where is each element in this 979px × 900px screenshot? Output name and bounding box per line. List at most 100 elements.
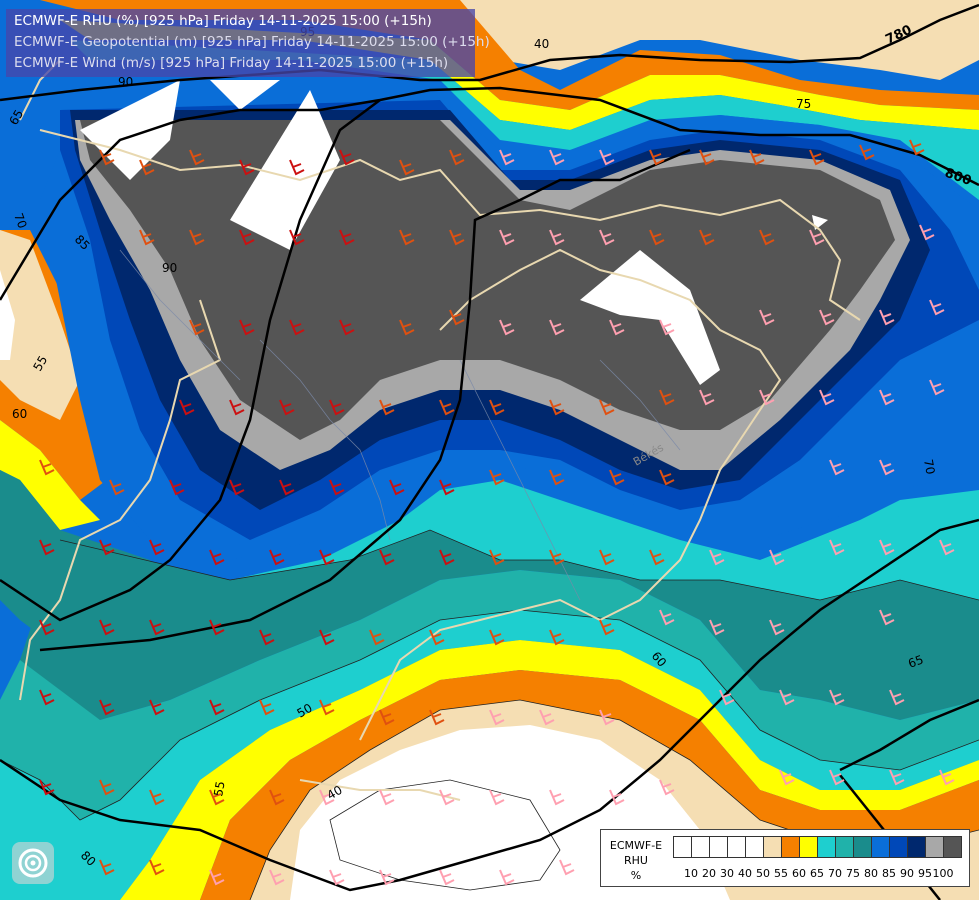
wind-barb	[439, 549, 455, 566]
wind-barb	[879, 459, 895, 476]
wind-barb	[439, 869, 455, 886]
wind-barb	[269, 869, 285, 886]
wind-barb	[139, 229, 155, 246]
wind-barb	[939, 539, 955, 556]
wind-barb	[439, 399, 455, 416]
geopotential-line-5	[0, 518, 979, 892]
wind-barb	[379, 549, 395, 566]
wind-barb	[229, 399, 245, 416]
wind-barb	[229, 479, 245, 496]
legend-tick-label: 30	[720, 867, 734, 880]
wind-barb	[599, 229, 615, 246]
wind-barb	[139, 159, 155, 176]
rhu-label-70-right: 70	[921, 458, 937, 475]
wind-barb	[99, 779, 115, 796]
wind-barb	[189, 149, 205, 166]
wind-barb	[149, 539, 165, 556]
wind-barb	[99, 699, 115, 716]
wind-barb	[889, 689, 905, 706]
wind-barb	[939, 769, 955, 786]
wind-barb	[289, 319, 305, 336]
rhu-label-40-bottom: 40	[325, 783, 345, 803]
wind-barb	[609, 319, 625, 336]
wind-barb	[189, 229, 205, 246]
wind-barb	[39, 779, 55, 796]
wind-barb	[709, 549, 725, 566]
wind-barb	[769, 549, 785, 566]
wind-barb	[819, 389, 835, 406]
legend-swatch	[781, 836, 800, 858]
wind-barb	[439, 479, 455, 496]
wind-barb	[449, 229, 465, 246]
wind-barb	[339, 319, 355, 336]
wind-barbs	[39, 139, 955, 886]
wind-barb	[269, 549, 285, 566]
wind-barb	[779, 689, 795, 706]
wind-barb	[489, 399, 505, 416]
rhu-label-65-right: 65	[906, 652, 925, 670]
wind-barb	[779, 769, 795, 786]
wind-barb	[239, 319, 255, 336]
wind-barb	[759, 309, 775, 326]
legend-tick-label: 70	[828, 867, 842, 880]
wind-barb	[149, 619, 165, 636]
wind-barb	[709, 619, 725, 636]
wind-barb	[39, 459, 55, 476]
wind-barb	[259, 699, 275, 716]
wind-barb	[209, 549, 225, 566]
wind-barb	[549, 229, 565, 246]
rhu-label-60-left: 60	[12, 407, 27, 421]
band-yellow-left	[0, 420, 100, 530]
wind-barb	[699, 229, 715, 246]
wind-barb	[919, 224, 935, 241]
wind-barb	[489, 629, 505, 646]
wind-barb	[319, 549, 335, 566]
wind-barb	[389, 479, 405, 496]
wind-barb	[879, 609, 895, 626]
wind-barb	[649, 149, 665, 166]
wind-barb	[599, 549, 615, 566]
legend-title-variable: RHU	[624, 854, 648, 867]
wind-barb	[339, 149, 355, 166]
wind-barb	[889, 769, 905, 786]
wind-barb	[39, 619, 55, 636]
wind-barb	[809, 149, 825, 166]
wind-barb	[39, 539, 55, 556]
wind-barb	[499, 319, 515, 336]
legend-tick-label: 95	[918, 867, 932, 880]
rhu-label-55-left: 55	[30, 353, 50, 373]
geopotential-780-line	[0, 3, 979, 102]
wind-barb	[659, 469, 675, 486]
wind-barb	[319, 629, 335, 646]
wind-barb	[859, 144, 875, 161]
wind-barb	[39, 689, 55, 706]
legend-tick-label: 65	[810, 867, 824, 880]
band-white-hole-4	[580, 250, 720, 385]
country-borders	[19, 59, 861, 801]
legend-tick-label: 40	[738, 867, 752, 880]
wind-barb	[109, 479, 125, 496]
wind-barb	[329, 869, 345, 886]
legend-tick-label: 75	[846, 867, 860, 880]
wind-barb	[369, 629, 385, 646]
wind-barb	[879, 309, 895, 326]
wind-barb	[659, 319, 675, 336]
wind-barb	[499, 229, 515, 246]
wind-barb	[379, 399, 395, 416]
wind-barb	[659, 609, 675, 626]
wind-barb	[289, 159, 305, 176]
geopotential-line-4	[39, 148, 691, 652]
wind-barb	[379, 789, 395, 806]
rhu-label-70-left: 70	[11, 211, 29, 230]
wind-barb	[489, 709, 505, 726]
wind-barb	[379, 709, 395, 726]
legend-tick-label: 50	[756, 867, 770, 880]
header-wind-line: ECMWF-E Wind (m/s) [925 hPa] Friday 14-1…	[14, 55, 449, 71]
wind-barb	[319, 699, 335, 716]
legend-swatch	[763, 836, 782, 858]
legend-swatch	[889, 836, 908, 858]
ecmwf-logo-icon	[12, 842, 54, 884]
wind-barb	[659, 389, 675, 406]
